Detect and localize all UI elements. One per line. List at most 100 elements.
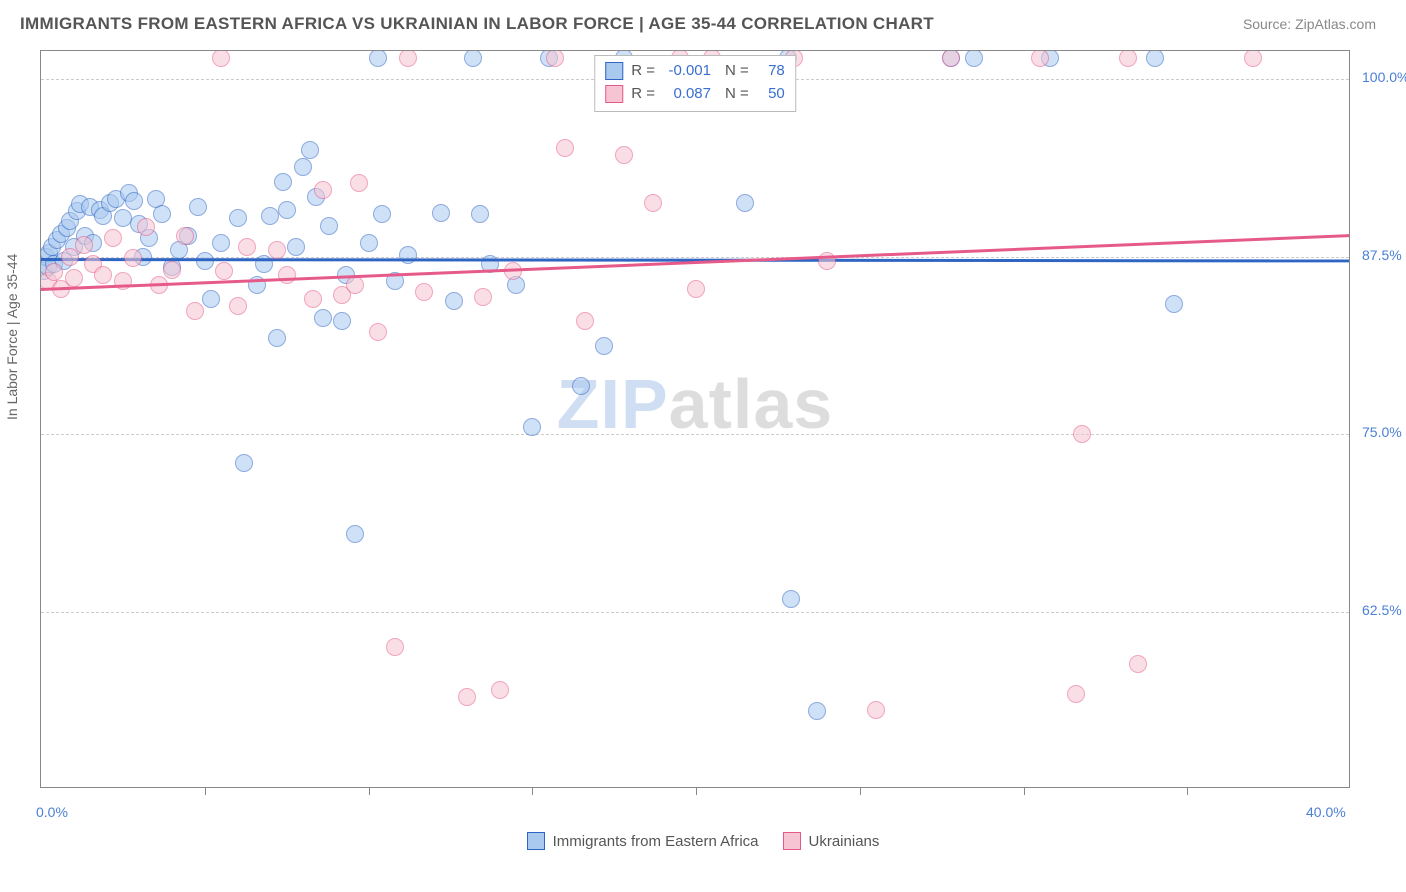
data-point xyxy=(124,249,142,267)
data-point xyxy=(212,51,230,67)
data-point xyxy=(65,269,83,287)
data-point xyxy=(229,297,247,315)
data-point xyxy=(125,192,143,210)
data-point xyxy=(432,204,450,222)
data-point xyxy=(369,323,387,341)
data-point xyxy=(808,702,826,720)
data-point xyxy=(546,51,564,67)
data-point xyxy=(360,234,378,252)
data-point xyxy=(261,207,279,225)
data-point xyxy=(314,181,332,199)
data-point xyxy=(176,227,194,245)
data-point xyxy=(137,218,155,236)
data-point xyxy=(965,51,983,67)
data-point xyxy=(346,276,364,294)
data-point xyxy=(114,209,132,227)
y-tick-label: 87.5% xyxy=(1362,247,1402,263)
data-point xyxy=(235,454,253,472)
data-point xyxy=(346,525,364,543)
source-label: Source: ZipAtlas.com xyxy=(1243,16,1376,32)
legend-item: Immigrants from Eastern Africa xyxy=(527,832,759,850)
gridline xyxy=(41,434,1349,435)
r-value: 0.087 xyxy=(663,83,711,106)
n-label: N = xyxy=(725,83,749,106)
data-point xyxy=(491,681,509,699)
data-point xyxy=(1073,425,1091,443)
data-point xyxy=(736,194,754,212)
data-point xyxy=(278,266,296,284)
x-tick xyxy=(532,787,533,795)
data-point xyxy=(576,312,594,330)
data-point xyxy=(523,418,541,436)
data-point xyxy=(687,280,705,298)
watermark-atlas: atlas xyxy=(669,365,834,443)
data-point xyxy=(1165,295,1183,313)
legend-swatch xyxy=(605,85,623,103)
r-value: -0.001 xyxy=(663,60,711,83)
data-point xyxy=(782,590,800,608)
data-point xyxy=(350,174,368,192)
data-point xyxy=(474,288,492,306)
data-point xyxy=(287,238,305,256)
plot-area: ZIPatlas xyxy=(41,51,1349,787)
data-point xyxy=(471,205,489,223)
y-tick-label: 75.0% xyxy=(1362,424,1402,440)
data-point xyxy=(1119,51,1137,67)
data-point xyxy=(1244,51,1262,67)
x-tick xyxy=(860,787,861,795)
data-point xyxy=(314,309,332,327)
data-point xyxy=(572,377,590,395)
data-point xyxy=(445,292,463,310)
data-point xyxy=(294,158,312,176)
legend-swatch xyxy=(605,62,623,80)
legend-label: Immigrants from Eastern Africa xyxy=(553,833,759,850)
gridline xyxy=(41,612,1349,613)
data-point xyxy=(189,198,207,216)
data-point xyxy=(615,146,633,164)
legend-label: Ukrainians xyxy=(809,833,880,850)
data-point xyxy=(333,312,351,330)
legend-swatch xyxy=(783,832,801,850)
chart-frame: ZIPatlas R =-0.001N =78R =0.087N =50 xyxy=(40,50,1350,788)
watermark: ZIPatlas xyxy=(557,364,833,444)
data-point xyxy=(215,262,233,280)
data-point xyxy=(399,51,417,67)
data-point xyxy=(278,201,296,219)
data-point xyxy=(202,290,220,308)
y-axis-title: In Labor Force | Age 35-44 xyxy=(4,254,20,420)
r-label: R = xyxy=(631,60,655,83)
data-point xyxy=(595,337,613,355)
data-point xyxy=(867,701,885,719)
legend-swatch xyxy=(527,832,545,850)
data-point xyxy=(942,51,960,67)
data-point xyxy=(274,173,292,191)
data-point xyxy=(386,638,404,656)
data-point xyxy=(75,236,93,254)
data-point xyxy=(1129,655,1147,673)
chart-title: IMMIGRANTS FROM EASTERN AFRICA VS UKRAIN… xyxy=(20,14,934,34)
bottom-legend: Immigrants from Eastern Africa Ukrainians xyxy=(0,832,1406,854)
data-point xyxy=(153,205,171,223)
data-point xyxy=(212,234,230,252)
data-point xyxy=(373,205,391,223)
data-point xyxy=(320,217,338,235)
n-value: 50 xyxy=(757,83,785,106)
legend-item: Ukrainians xyxy=(783,832,880,850)
y-tick-label: 100.0% xyxy=(1362,69,1406,85)
data-point xyxy=(186,302,204,320)
x-tick xyxy=(1187,787,1188,795)
x-tick-label: 0.0% xyxy=(36,804,68,820)
data-point xyxy=(238,238,256,256)
data-point xyxy=(458,688,476,706)
y-tick-label: 62.5% xyxy=(1362,602,1402,618)
stats-row: R = 0.087 N = 50 xyxy=(605,83,785,106)
data-point xyxy=(369,51,387,67)
r-label: R = xyxy=(631,83,655,106)
data-point xyxy=(301,141,319,159)
data-point xyxy=(104,229,122,247)
data-point xyxy=(644,194,662,212)
x-tick xyxy=(205,787,206,795)
x-tick-label: 40.0% xyxy=(1306,804,1346,820)
data-point xyxy=(1067,685,1085,703)
data-point xyxy=(1146,51,1164,67)
